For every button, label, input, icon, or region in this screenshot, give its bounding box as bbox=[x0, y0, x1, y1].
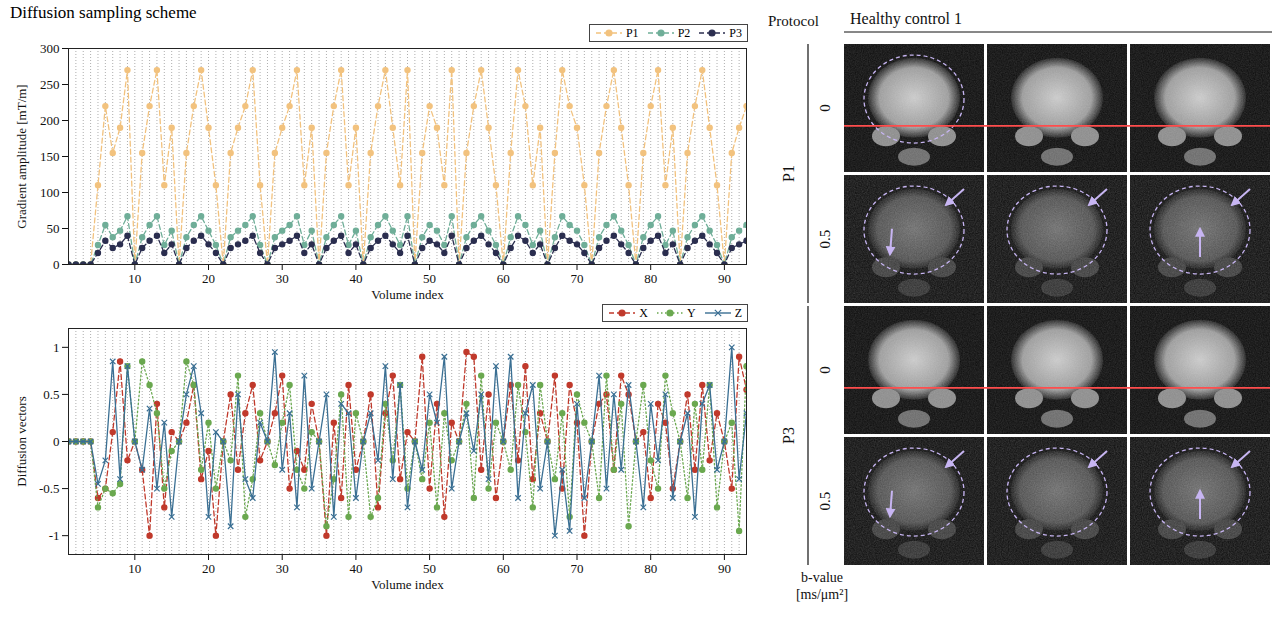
svg-text:80: 80 bbox=[644, 561, 657, 576]
svg-text:0.5: 0.5 bbox=[43, 387, 59, 402]
svg-text:40: 40 bbox=[349, 561, 362, 576]
svg-text:P1: P1 bbox=[780, 165, 797, 182]
svg-text:0: 0 bbox=[53, 434, 60, 449]
svg-text:90: 90 bbox=[718, 561, 731, 576]
svg-text:50: 50 bbox=[423, 271, 436, 286]
html-text:P1: P1 bbox=[625, 25, 639, 40]
svg-text:b-value: b-value bbox=[801, 570, 843, 585]
svg-text:250: 250 bbox=[40, 77, 60, 92]
svg-text:30: 30 bbox=[276, 271, 289, 286]
html-text:Y: Y bbox=[687, 305, 696, 320]
svg-text:-1: -1 bbox=[49, 528, 60, 543]
svg-text:1: 1 bbox=[53, 339, 60, 354]
svg-text:0.5: 0.5 bbox=[817, 230, 833, 249]
svg-text:10: 10 bbox=[128, 561, 141, 576]
svg-text:-0.5: -0.5 bbox=[39, 481, 60, 496]
html-text:P3: P3 bbox=[729, 25, 742, 40]
svg-text:40: 40 bbox=[349, 271, 362, 286]
svg-text:20: 20 bbox=[202, 271, 215, 286]
html-text:Z: Z bbox=[734, 305, 742, 320]
html-text:Diffusion sampling scheme: Diffusion sampling scheme bbox=[10, 3, 197, 22]
svg-text:10: 10 bbox=[128, 271, 141, 286]
svg-text:50: 50 bbox=[47, 221, 60, 236]
svg-text:70: 70 bbox=[571, 561, 584, 576]
svg-text:Diffusion vectors: Diffusion vectors bbox=[14, 396, 29, 486]
svg-text:60: 60 bbox=[497, 271, 510, 286]
svg-text:0: 0 bbox=[53, 257, 60, 272]
svg-text:0.5: 0.5 bbox=[817, 492, 833, 511]
svg-text:[ms/μm²]: [ms/μm²] bbox=[796, 587, 848, 602]
svg-text:0: 0 bbox=[817, 104, 833, 112]
svg-text:Volume index: Volume index bbox=[371, 287, 444, 302]
svg-text:100: 100 bbox=[40, 185, 60, 200]
svg-text:0: 0 bbox=[817, 366, 833, 374]
svg-text:Volume index: Volume index bbox=[371, 577, 444, 592]
svg-text:300: 300 bbox=[40, 42, 60, 56]
svg-text:90: 90 bbox=[718, 271, 731, 286]
svg-text:P3: P3 bbox=[780, 427, 797, 444]
svg-text:70: 70 bbox=[571, 271, 584, 286]
svg-text:20: 20 bbox=[202, 561, 215, 576]
svg-text:Healthy control 1: Healthy control 1 bbox=[850, 10, 962, 28]
html-text:P2: P2 bbox=[677, 25, 691, 40]
html-text:X: X bbox=[639, 305, 648, 320]
svg-text:Gradient amplitude [mT/m]: Gradient amplitude [mT/m] bbox=[14, 84, 29, 228]
svg-text:60: 60 bbox=[497, 561, 510, 576]
svg-text:50: 50 bbox=[423, 561, 436, 576]
svg-text:150: 150 bbox=[40, 149, 60, 164]
svg-text:Protocol: Protocol bbox=[768, 13, 819, 29]
svg-text:80: 80 bbox=[644, 271, 657, 286]
svg-text:200: 200 bbox=[40, 113, 60, 128]
svg-text:30: 30 bbox=[276, 561, 289, 576]
